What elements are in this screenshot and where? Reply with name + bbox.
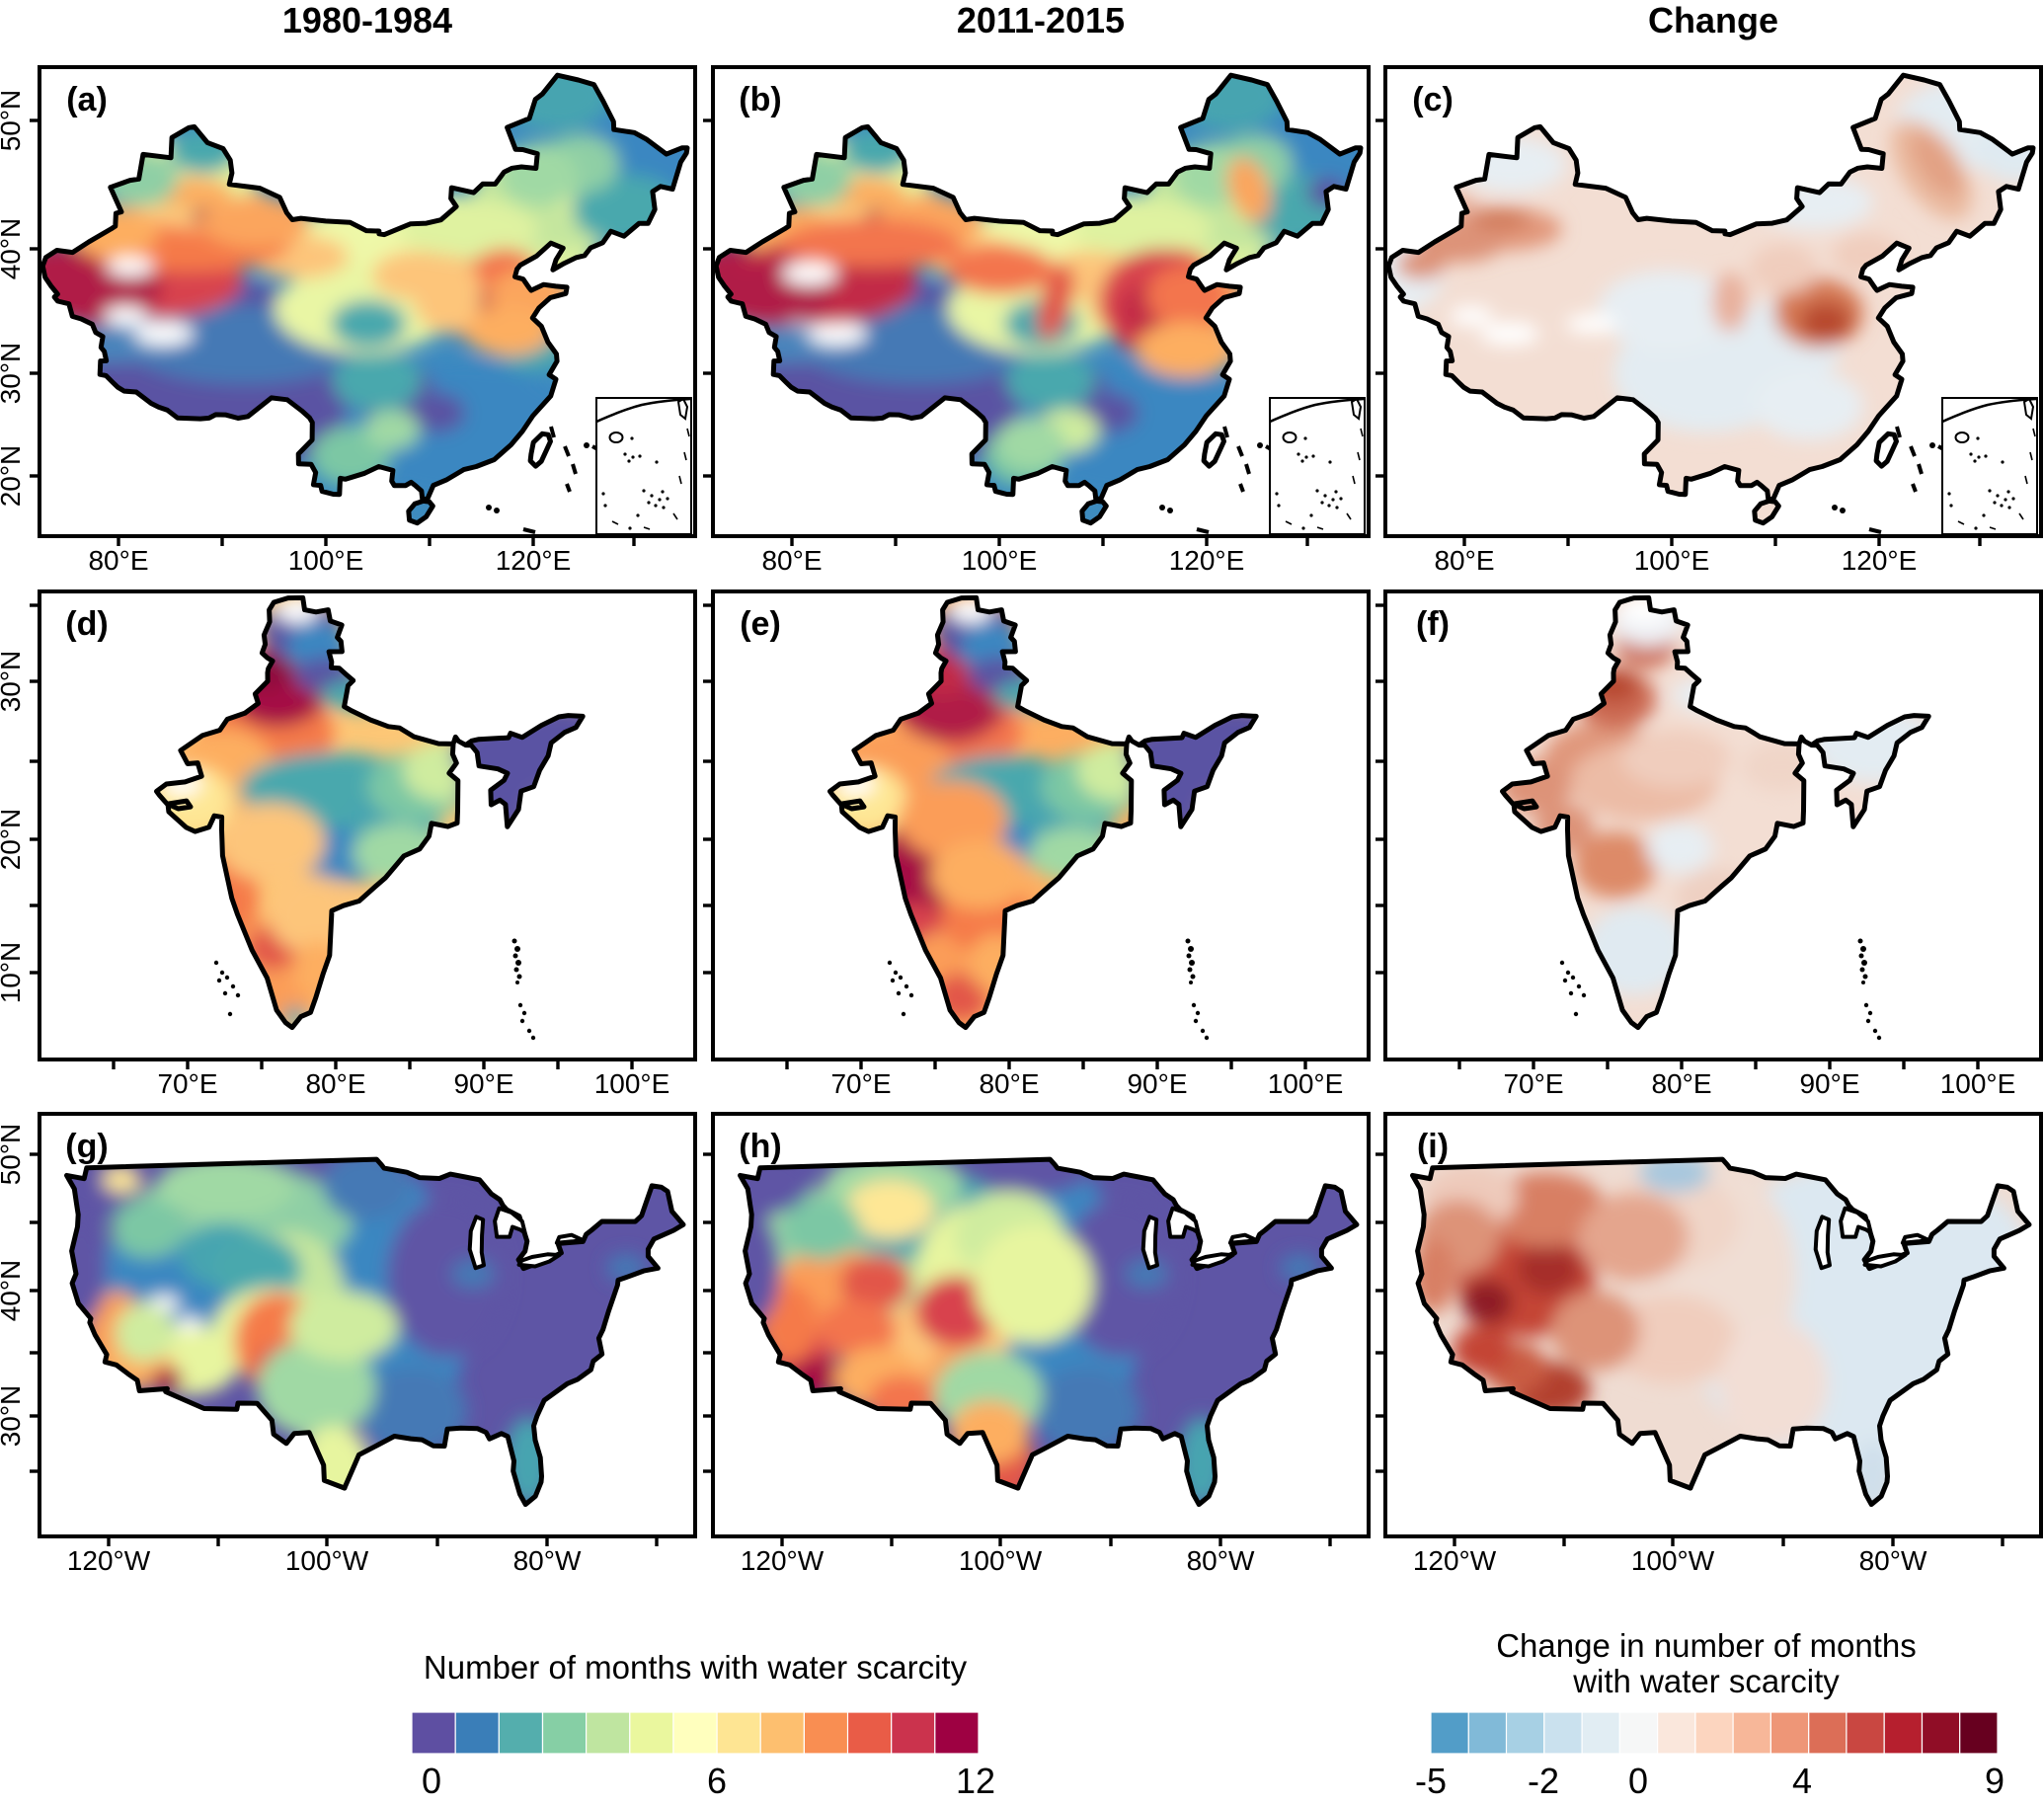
svg-text:20°N: 20°N [0, 445, 26, 508]
svg-text:6: 6 [707, 1761, 727, 1800]
svg-text:120°E: 120°E [496, 545, 572, 576]
svg-text:40°N: 40°N [0, 218, 26, 280]
svg-text:120°E: 120°E [1842, 545, 1918, 576]
svg-text:(c): (c) [1412, 81, 1454, 118]
svg-text:0: 0 [1628, 1761, 1648, 1800]
svg-text:with water scarcity: with water scarcity [1572, 1663, 1840, 1699]
svg-text:(i): (i) [1417, 1128, 1449, 1165]
svg-text:1980-1984: 1980-1984 [282, 0, 452, 40]
svg-text:9: 9 [1985, 1761, 2005, 1800]
svg-text:Number of months with water sc: Number of months with water scarcity [424, 1649, 968, 1686]
svg-text:100°E: 100°E [288, 545, 364, 576]
svg-text:10°N: 10°N [0, 942, 26, 1004]
svg-text:70°E: 70°E [830, 1068, 891, 1099]
svg-text:80°W: 80°W [1187, 1545, 1255, 1576]
svg-text:20°N: 20°N [0, 809, 26, 871]
svg-text:50°N: 50°N [0, 90, 26, 152]
svg-text:30°N: 30°N [0, 1385, 26, 1448]
svg-text:Change in number of months: Change in number of months [1496, 1627, 1917, 1664]
svg-text:100°E: 100°E [1940, 1068, 2016, 1099]
svg-text:(g): (g) [65, 1128, 108, 1165]
svg-text:80°W: 80°W [513, 1545, 582, 1576]
svg-text:80°W: 80°W [1859, 1545, 1927, 1576]
svg-text:100°E: 100°E [594, 1068, 670, 1099]
svg-text:90°E: 90°E [1799, 1068, 1859, 1099]
svg-text:(h): (h) [739, 1128, 781, 1165]
svg-text:80°E: 80°E [88, 545, 148, 576]
svg-text:30°N: 30°N [0, 651, 26, 713]
svg-text:120°W: 120°W [1413, 1545, 1497, 1576]
svg-text:90°E: 90°E [1127, 1068, 1187, 1099]
svg-text:100°E: 100°E [962, 545, 1038, 576]
svg-text:(f): (f) [1416, 605, 1450, 643]
svg-text:90°E: 90°E [453, 1068, 513, 1099]
svg-text:(e): (e) [740, 605, 781, 643]
svg-text:100°E: 100°E [1634, 545, 1710, 576]
svg-text:80°E: 80°E [305, 1068, 365, 1099]
svg-text:120°W: 120°W [67, 1545, 151, 1576]
svg-text:80°E: 80°E [1434, 545, 1494, 576]
svg-text:70°E: 70°E [157, 1068, 217, 1099]
svg-text:100°W: 100°W [1631, 1545, 1715, 1576]
svg-text:2011-2015: 2011-2015 [957, 0, 1125, 40]
svg-text:40°N: 40°N [0, 1260, 26, 1322]
svg-text:4: 4 [1792, 1761, 1812, 1800]
svg-text:12: 12 [956, 1761, 995, 1800]
svg-text:100°W: 100°W [959, 1545, 1043, 1576]
svg-text:80°E: 80°E [1651, 1068, 1711, 1099]
svg-text:(d): (d) [65, 605, 108, 643]
svg-text:120°E: 120°E [1169, 545, 1245, 576]
svg-text:(a): (a) [66, 81, 108, 118]
svg-text:80°E: 80°E [979, 1068, 1039, 1099]
svg-text:100°E: 100°E [1268, 1068, 1344, 1099]
svg-text:100°W: 100°W [285, 1545, 369, 1576]
svg-text:120°W: 120°W [741, 1545, 825, 1576]
svg-text:Change: Change [1648, 0, 1778, 40]
svg-text:0: 0 [422, 1761, 441, 1800]
svg-text:70°E: 70°E [1503, 1068, 1563, 1099]
svg-text:(b): (b) [739, 81, 781, 118]
svg-text:-2: -2 [1528, 1761, 1559, 1800]
svg-text:50°N: 50°N [0, 1124, 26, 1186]
svg-text:30°N: 30°N [0, 343, 26, 405]
svg-text:-5: -5 [1415, 1761, 1447, 1800]
svg-text:80°E: 80°E [761, 545, 822, 576]
